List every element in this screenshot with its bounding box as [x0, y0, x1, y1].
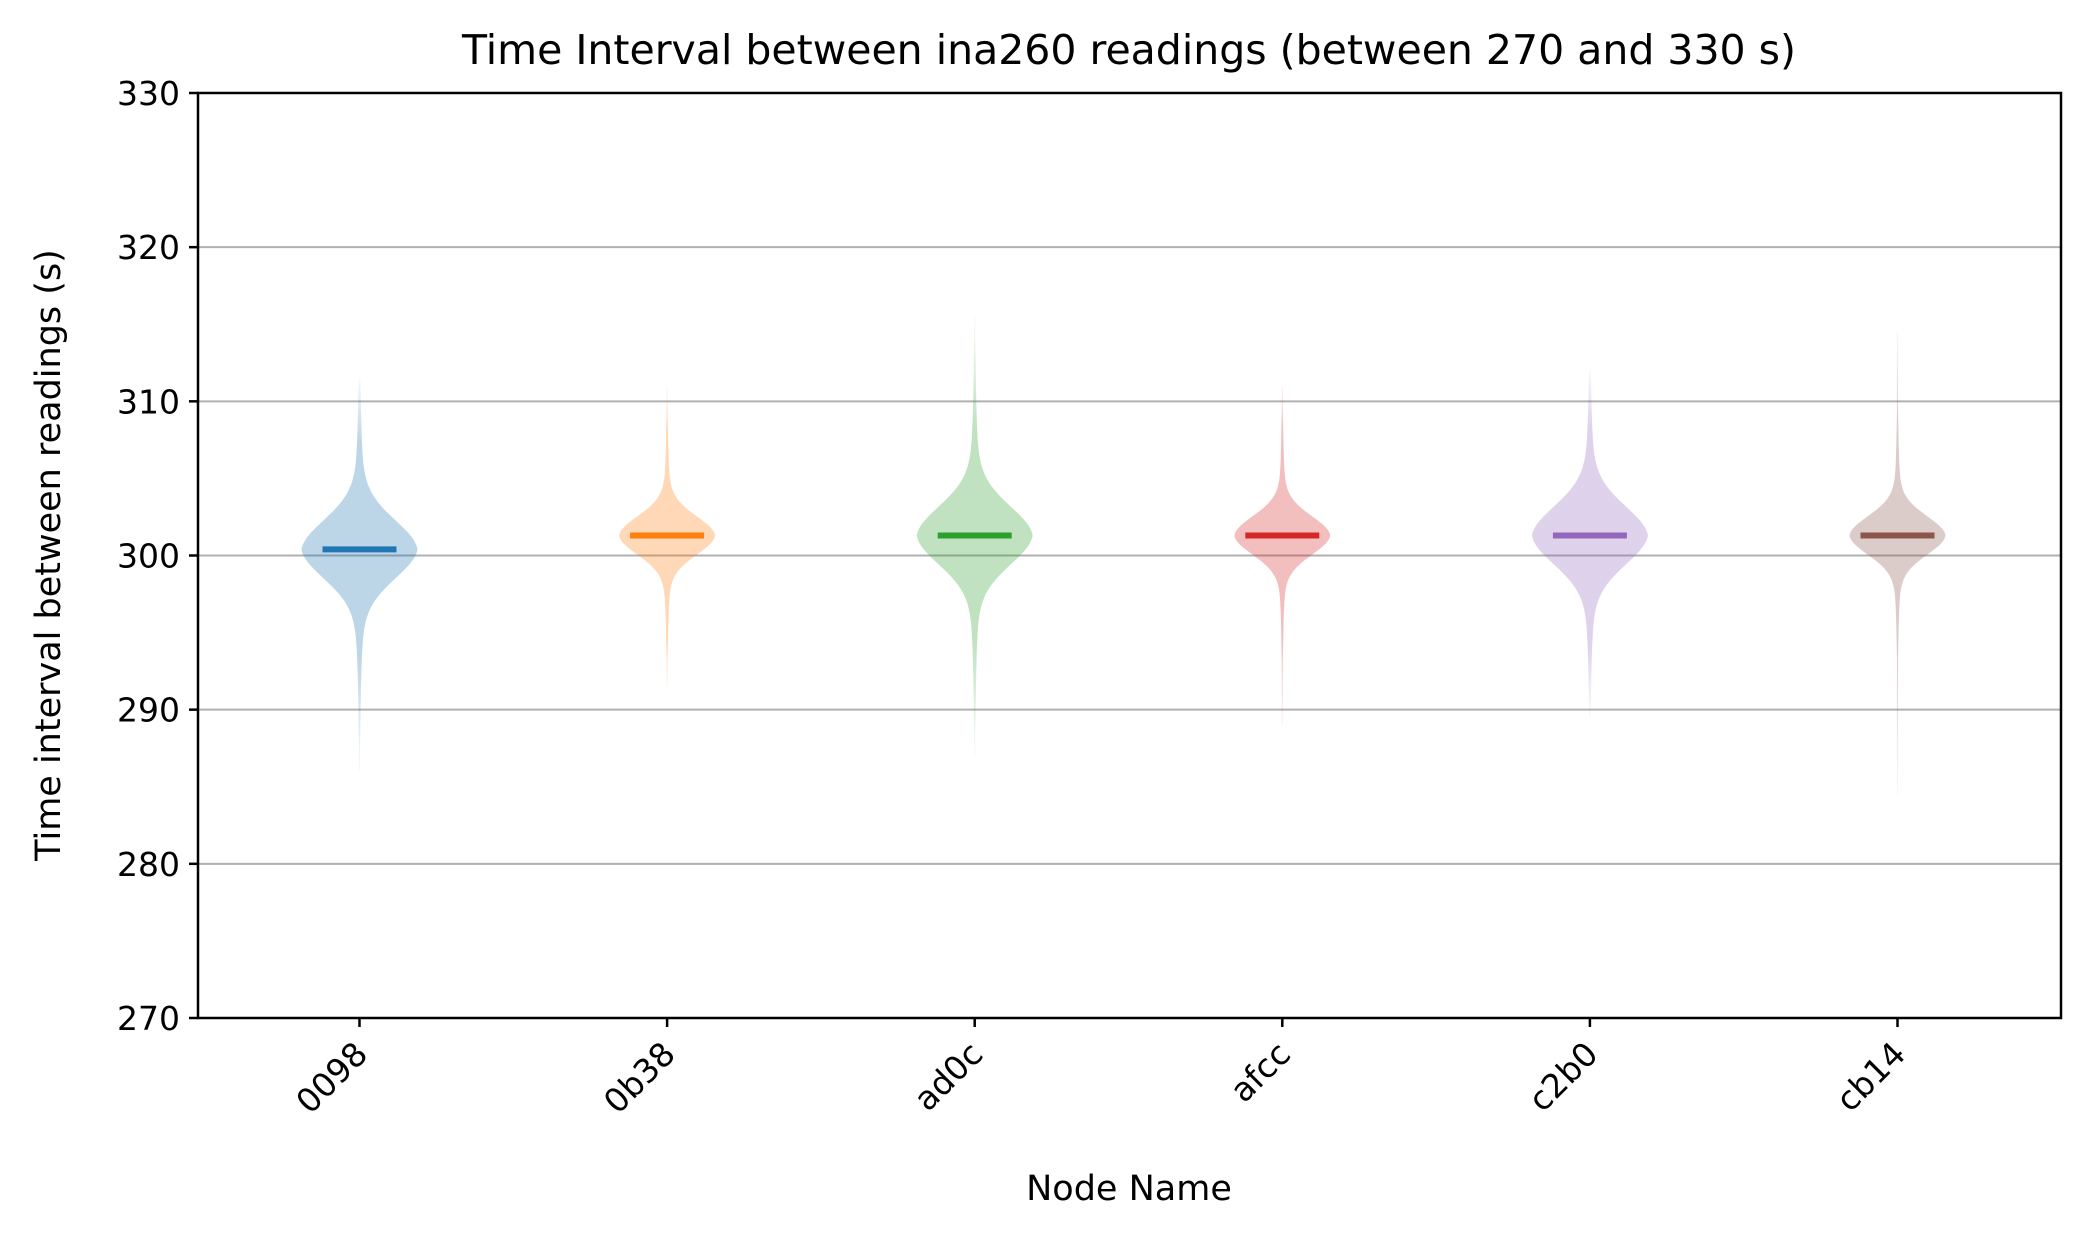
y-axis-label: Time interval between readings (s) — [29, 249, 69, 862]
y-tick-label: 280 — [117, 845, 180, 884]
y-tick-label: 320 — [117, 228, 180, 267]
violin-0098 — [301, 378, 418, 772]
x-tick-label-0b38: 0b38 — [596, 1034, 683, 1121]
x-tick-label-cb14: cb14 — [1828, 1034, 1913, 1119]
y-axis: 270 280 290 300 310 320 330 — [117, 74, 198, 1038]
x-axis-label: Node Name — [1026, 1169, 1232, 1209]
y-tick-label: 330 — [117, 74, 180, 113]
chart-title: Time Interval between ina260 readings (b… — [461, 26, 1796, 74]
violin-cb14 — [1849, 332, 1946, 795]
violins — [301, 316, 1946, 795]
grid-lines — [198, 246, 2061, 865]
x-tick-label-c2b0: c2b0 — [1521, 1034, 1606, 1119]
x-tick-label-0098: 0098 — [288, 1034, 375, 1121]
y-tick-label: 300 — [117, 537, 180, 576]
x-tick-label-afcc: afcc — [1222, 1034, 1298, 1110]
x-axis: 0098 0b38 ad0c afcc c2b0 cb14 — [288, 1018, 1913, 1121]
y-tick-label: 310 — [117, 382, 180, 421]
y-tick-label: 270 — [117, 999, 180, 1038]
y-tick-label: 290 — [117, 691, 180, 730]
violin-afcc — [1234, 385, 1331, 726]
x-tick-label-ad0c: ad0c — [906, 1034, 990, 1118]
violin-c2b0 — [1531, 370, 1648, 718]
